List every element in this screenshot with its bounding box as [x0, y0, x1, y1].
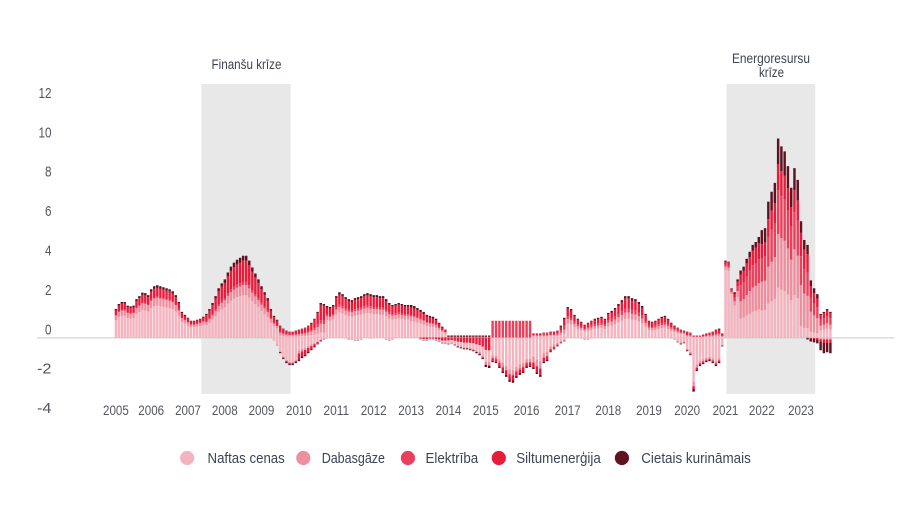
- svg-text:2022: 2022: [749, 403, 775, 418]
- svg-text:2012: 2012: [361, 403, 387, 418]
- svg-text:2007: 2007: [175, 403, 201, 418]
- svg-text:2016: 2016: [514, 403, 540, 418]
- svg-text:2006: 2006: [138, 403, 164, 418]
- svg-text:-2: -2: [37, 361, 52, 378]
- svg-text:-4: -4: [37, 400, 52, 417]
- svg-text:Finanšu krīze: Finanšu krīze: [212, 57, 282, 72]
- svg-text:12: 12: [39, 85, 52, 102]
- svg-text:2023: 2023: [788, 403, 814, 418]
- svg-text:2005: 2005: [103, 403, 129, 418]
- svg-text:2015: 2015: [473, 403, 499, 418]
- svg-text:Cietais kurināmais: Cietais kurināmais: [641, 451, 751, 467]
- svg-text:Elektrība: Elektrība: [426, 451, 480, 467]
- svg-text:2017: 2017: [555, 403, 581, 418]
- svg-text:2013: 2013: [398, 403, 424, 418]
- svg-text:2018: 2018: [595, 403, 621, 418]
- svg-text:6: 6: [45, 203, 52, 220]
- svg-text:0: 0: [45, 321, 52, 338]
- svg-text:Siltumenerģija: Siltumenerģija: [516, 451, 601, 467]
- svg-text:2: 2: [45, 282, 52, 299]
- svg-text:Energoresursu: Energoresursu: [732, 51, 810, 66]
- svg-text:2014: 2014: [436, 403, 462, 418]
- svg-text:2011: 2011: [323, 403, 349, 418]
- svg-text:8: 8: [45, 164, 52, 181]
- svg-text:10: 10: [39, 124, 52, 141]
- svg-text:2009: 2009: [249, 403, 275, 418]
- svg-text:krīze: krīze: [759, 65, 784, 80]
- svg-text:4: 4: [45, 243, 52, 260]
- svg-text:Naftas cenas: Naftas cenas: [208, 451, 285, 467]
- svg-text:2020: 2020: [674, 403, 700, 418]
- svg-text:2008: 2008: [212, 403, 238, 418]
- svg-text:2019: 2019: [636, 403, 662, 418]
- svg-text:Dabasgāze: Dabasgāze: [322, 451, 385, 467]
- svg-text:2010: 2010: [286, 403, 312, 418]
- svg-text:2021: 2021: [713, 403, 739, 418]
